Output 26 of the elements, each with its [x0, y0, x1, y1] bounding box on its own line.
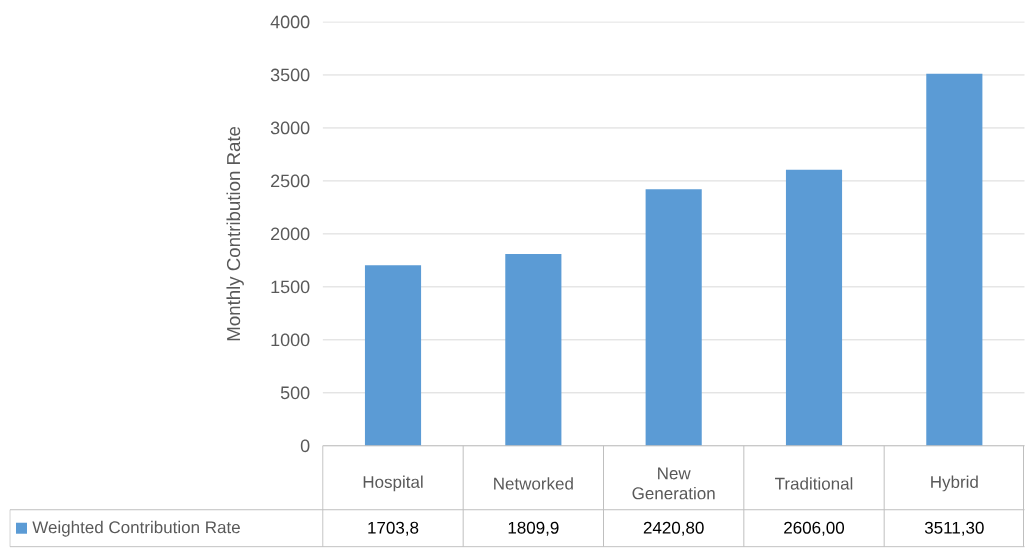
- bar: [645, 189, 702, 446]
- y-tick-label: 4000: [270, 15, 310, 29]
- bar: [505, 254, 562, 446]
- x-tick-label: Traditional: [775, 477, 853, 490]
- y-tick-label: 2500: [271, 174, 310, 188]
- bar: [926, 73, 983, 446]
- x-tick-label: Networked: [494, 477, 573, 490]
- y-tick-label: 1500: [271, 280, 310, 294]
- y-tick-label: 0: [300, 439, 310, 453]
- x-tick-label: Hybrid: [931, 475, 978, 492]
- y-tick-label: 1000: [271, 333, 310, 347]
- data-label: 2420,80: [643, 521, 704, 536]
- legend-label: Weighted Contribution Rate: [32, 520, 240, 537]
- data-label: 1703,8: [368, 521, 419, 536]
- bar: [785, 169, 843, 446]
- y-tick-label: 2000: [271, 227, 310, 241]
- y-tick-label: 3000: [270, 121, 310, 135]
- y-tick-label: 500: [280, 386, 310, 400]
- data-label: 1809,9: [508, 521, 559, 536]
- data-label: 3511,30: [924, 521, 984, 536]
- x-tick-label: New Generation: [632, 467, 715, 500]
- x-tick-label: Hospital: [363, 475, 423, 492]
- y-tick-label: 3500: [270, 68, 310, 82]
- y-axis-title: Monthly Contribution Rate: [226, 127, 244, 341]
- bar: [364, 265, 422, 446]
- data-label: 2606,00: [784, 521, 845, 536]
